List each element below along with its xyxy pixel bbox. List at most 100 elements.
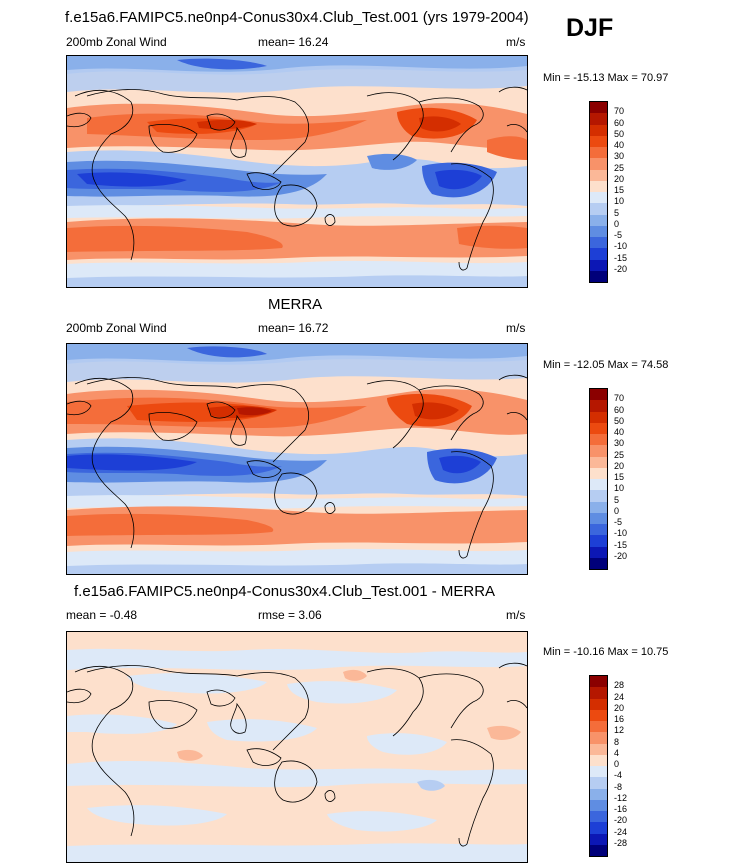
panel-2-mean-label: mean= 16.72 bbox=[258, 321, 329, 335]
colorbar-label: 30 bbox=[614, 438, 625, 449]
panel-2-contour-field bbox=[67, 344, 527, 574]
colorbar-label: 0 bbox=[614, 218, 620, 229]
colorbar-label: 4 bbox=[614, 747, 620, 758]
colorbar-label: -20 bbox=[614, 550, 628, 561]
colorbar-label: -12 bbox=[614, 792, 628, 803]
colorbar-label: -10 bbox=[614, 528, 628, 539]
colorbar-swatch bbox=[590, 535, 607, 547]
colorbar-swatch bbox=[590, 557, 607, 569]
colorbar-swatch bbox=[590, 676, 607, 688]
colorbar-label: 20 bbox=[614, 460, 625, 471]
colorbar-swatch bbox=[590, 400, 607, 412]
colorbar-swatch bbox=[590, 237, 607, 249]
colorbar-swatch bbox=[590, 524, 607, 536]
colorbar-swatch bbox=[590, 546, 607, 558]
panel-1-title: f.e15a6.FAMIPC5.ne0np4-Conus30x4.Club_Te… bbox=[65, 9, 529, 26]
colorbar-swatch bbox=[590, 479, 607, 491]
colorbar-swatch bbox=[590, 248, 607, 260]
panel-3-title: f.e15a6.FAMIPC5.ne0np4-Conus30x4.Club_Te… bbox=[74, 583, 496, 600]
panel-2-minmax: Min = -12.05 Max = 74.58 bbox=[543, 359, 669, 371]
season-label: DJF bbox=[566, 14, 614, 42]
colorbar-swatch bbox=[590, 822, 607, 834]
colorbar-label: 60 bbox=[614, 117, 625, 128]
colorbar-label: -10 bbox=[614, 241, 628, 252]
colorbar-label: -15 bbox=[614, 252, 628, 263]
colorbar-swatch bbox=[590, 456, 607, 468]
colorbar-label: -20 bbox=[614, 263, 628, 274]
colorbar-label: 24 bbox=[614, 691, 625, 702]
colorbar-swatch bbox=[590, 158, 607, 170]
panel-2-units-label: m/s bbox=[506, 321, 526, 335]
colorbar-swatch bbox=[590, 811, 607, 823]
panel-1-map bbox=[66, 55, 528, 288]
panel-3-map bbox=[66, 631, 528, 863]
colorbar-label: 10 bbox=[614, 196, 625, 207]
colorbar-label: 25 bbox=[614, 162, 625, 173]
colorbar-swatch bbox=[590, 102, 607, 114]
colorbar-swatch bbox=[590, 422, 607, 434]
colorbar-label: -4 bbox=[614, 770, 623, 781]
panel-1-mean-label: mean= 16.24 bbox=[258, 35, 329, 49]
colorbar-swatch bbox=[590, 445, 607, 457]
colorbar-label: 20 bbox=[614, 173, 625, 184]
panel-3-contour-field bbox=[67, 632, 527, 862]
colorbar-label: -20 bbox=[614, 815, 628, 826]
colorbar-swatch bbox=[590, 113, 607, 125]
colorbar-swatch bbox=[590, 214, 607, 226]
colorbar-swatch bbox=[590, 147, 607, 159]
colorbar-swatch bbox=[590, 169, 607, 181]
colorbar-swatch bbox=[590, 766, 607, 778]
colorbar-label: 25 bbox=[614, 449, 625, 460]
colorbar-swatch bbox=[590, 844, 607, 856]
colorbar-label: 50 bbox=[614, 128, 625, 139]
colorbar-swatch bbox=[590, 788, 607, 800]
colorbar-label: 15 bbox=[614, 185, 625, 195]
colorbar-label: 10 bbox=[614, 483, 625, 494]
colorbar-label: -5 bbox=[614, 517, 623, 527]
colorbar-label: 60 bbox=[614, 404, 625, 415]
colorbar-label: -28 bbox=[614, 837, 628, 848]
colorbar-swatch bbox=[590, 467, 607, 479]
colorbar-label: 50 bbox=[614, 415, 625, 426]
colorbar-swatch bbox=[590, 709, 607, 721]
colorbar-swatch bbox=[590, 777, 607, 789]
colorbar-swatch bbox=[590, 411, 607, 423]
colorbar-swatch bbox=[590, 754, 607, 766]
colorbar-label: 15 bbox=[614, 472, 625, 482]
colorbar-label: -5 bbox=[614, 230, 623, 240]
colorbar-swatch bbox=[590, 721, 607, 733]
panel-1-contour-field bbox=[67, 56, 527, 287]
panel-1-minmax: Min = -15.13 Max = 70.97 bbox=[543, 72, 669, 84]
panel-3-colorbar bbox=[589, 675, 608, 857]
colorbar-swatch bbox=[590, 833, 607, 845]
colorbar-label: 20 bbox=[614, 702, 625, 713]
colorbar-label: 70 bbox=[614, 393, 625, 404]
colorbar-label: 40 bbox=[614, 427, 625, 437]
panel-2-title: MERRA bbox=[268, 296, 323, 313]
colorbar-swatch bbox=[590, 124, 607, 136]
colorbar-label: 30 bbox=[614, 151, 625, 162]
colorbar-swatch bbox=[590, 135, 607, 147]
colorbar-label: -15 bbox=[614, 539, 628, 550]
colorbar-swatch bbox=[590, 259, 607, 271]
panel-2-variable-label: 200mb Zonal Wind bbox=[66, 321, 167, 335]
colorbar-label: 12 bbox=[614, 725, 625, 736]
colorbar-label: 5 bbox=[614, 494, 620, 505]
colorbar-swatch bbox=[590, 270, 607, 282]
panel-2-colorbar bbox=[589, 388, 608, 570]
colorbar-swatch bbox=[590, 743, 607, 755]
colorbar-label: 0 bbox=[614, 759, 620, 769]
colorbar-label: 5 bbox=[614, 207, 620, 218]
panel-1-colorbar bbox=[589, 101, 608, 283]
colorbar-label: 40 bbox=[614, 140, 625, 150]
colorbar-swatch bbox=[590, 687, 607, 699]
colorbar-swatch bbox=[590, 490, 607, 502]
colorbar-swatch bbox=[590, 434, 607, 446]
colorbar-swatch bbox=[590, 192, 607, 204]
colorbar-swatch bbox=[590, 180, 607, 192]
panel-1-units-label: m/s bbox=[506, 35, 526, 49]
colorbar-label: -16 bbox=[614, 804, 628, 814]
colorbar-label: 8 bbox=[614, 736, 620, 747]
colorbar-swatch bbox=[590, 512, 607, 524]
panel-3-mean-label: mean = -0.48 bbox=[66, 608, 138, 622]
